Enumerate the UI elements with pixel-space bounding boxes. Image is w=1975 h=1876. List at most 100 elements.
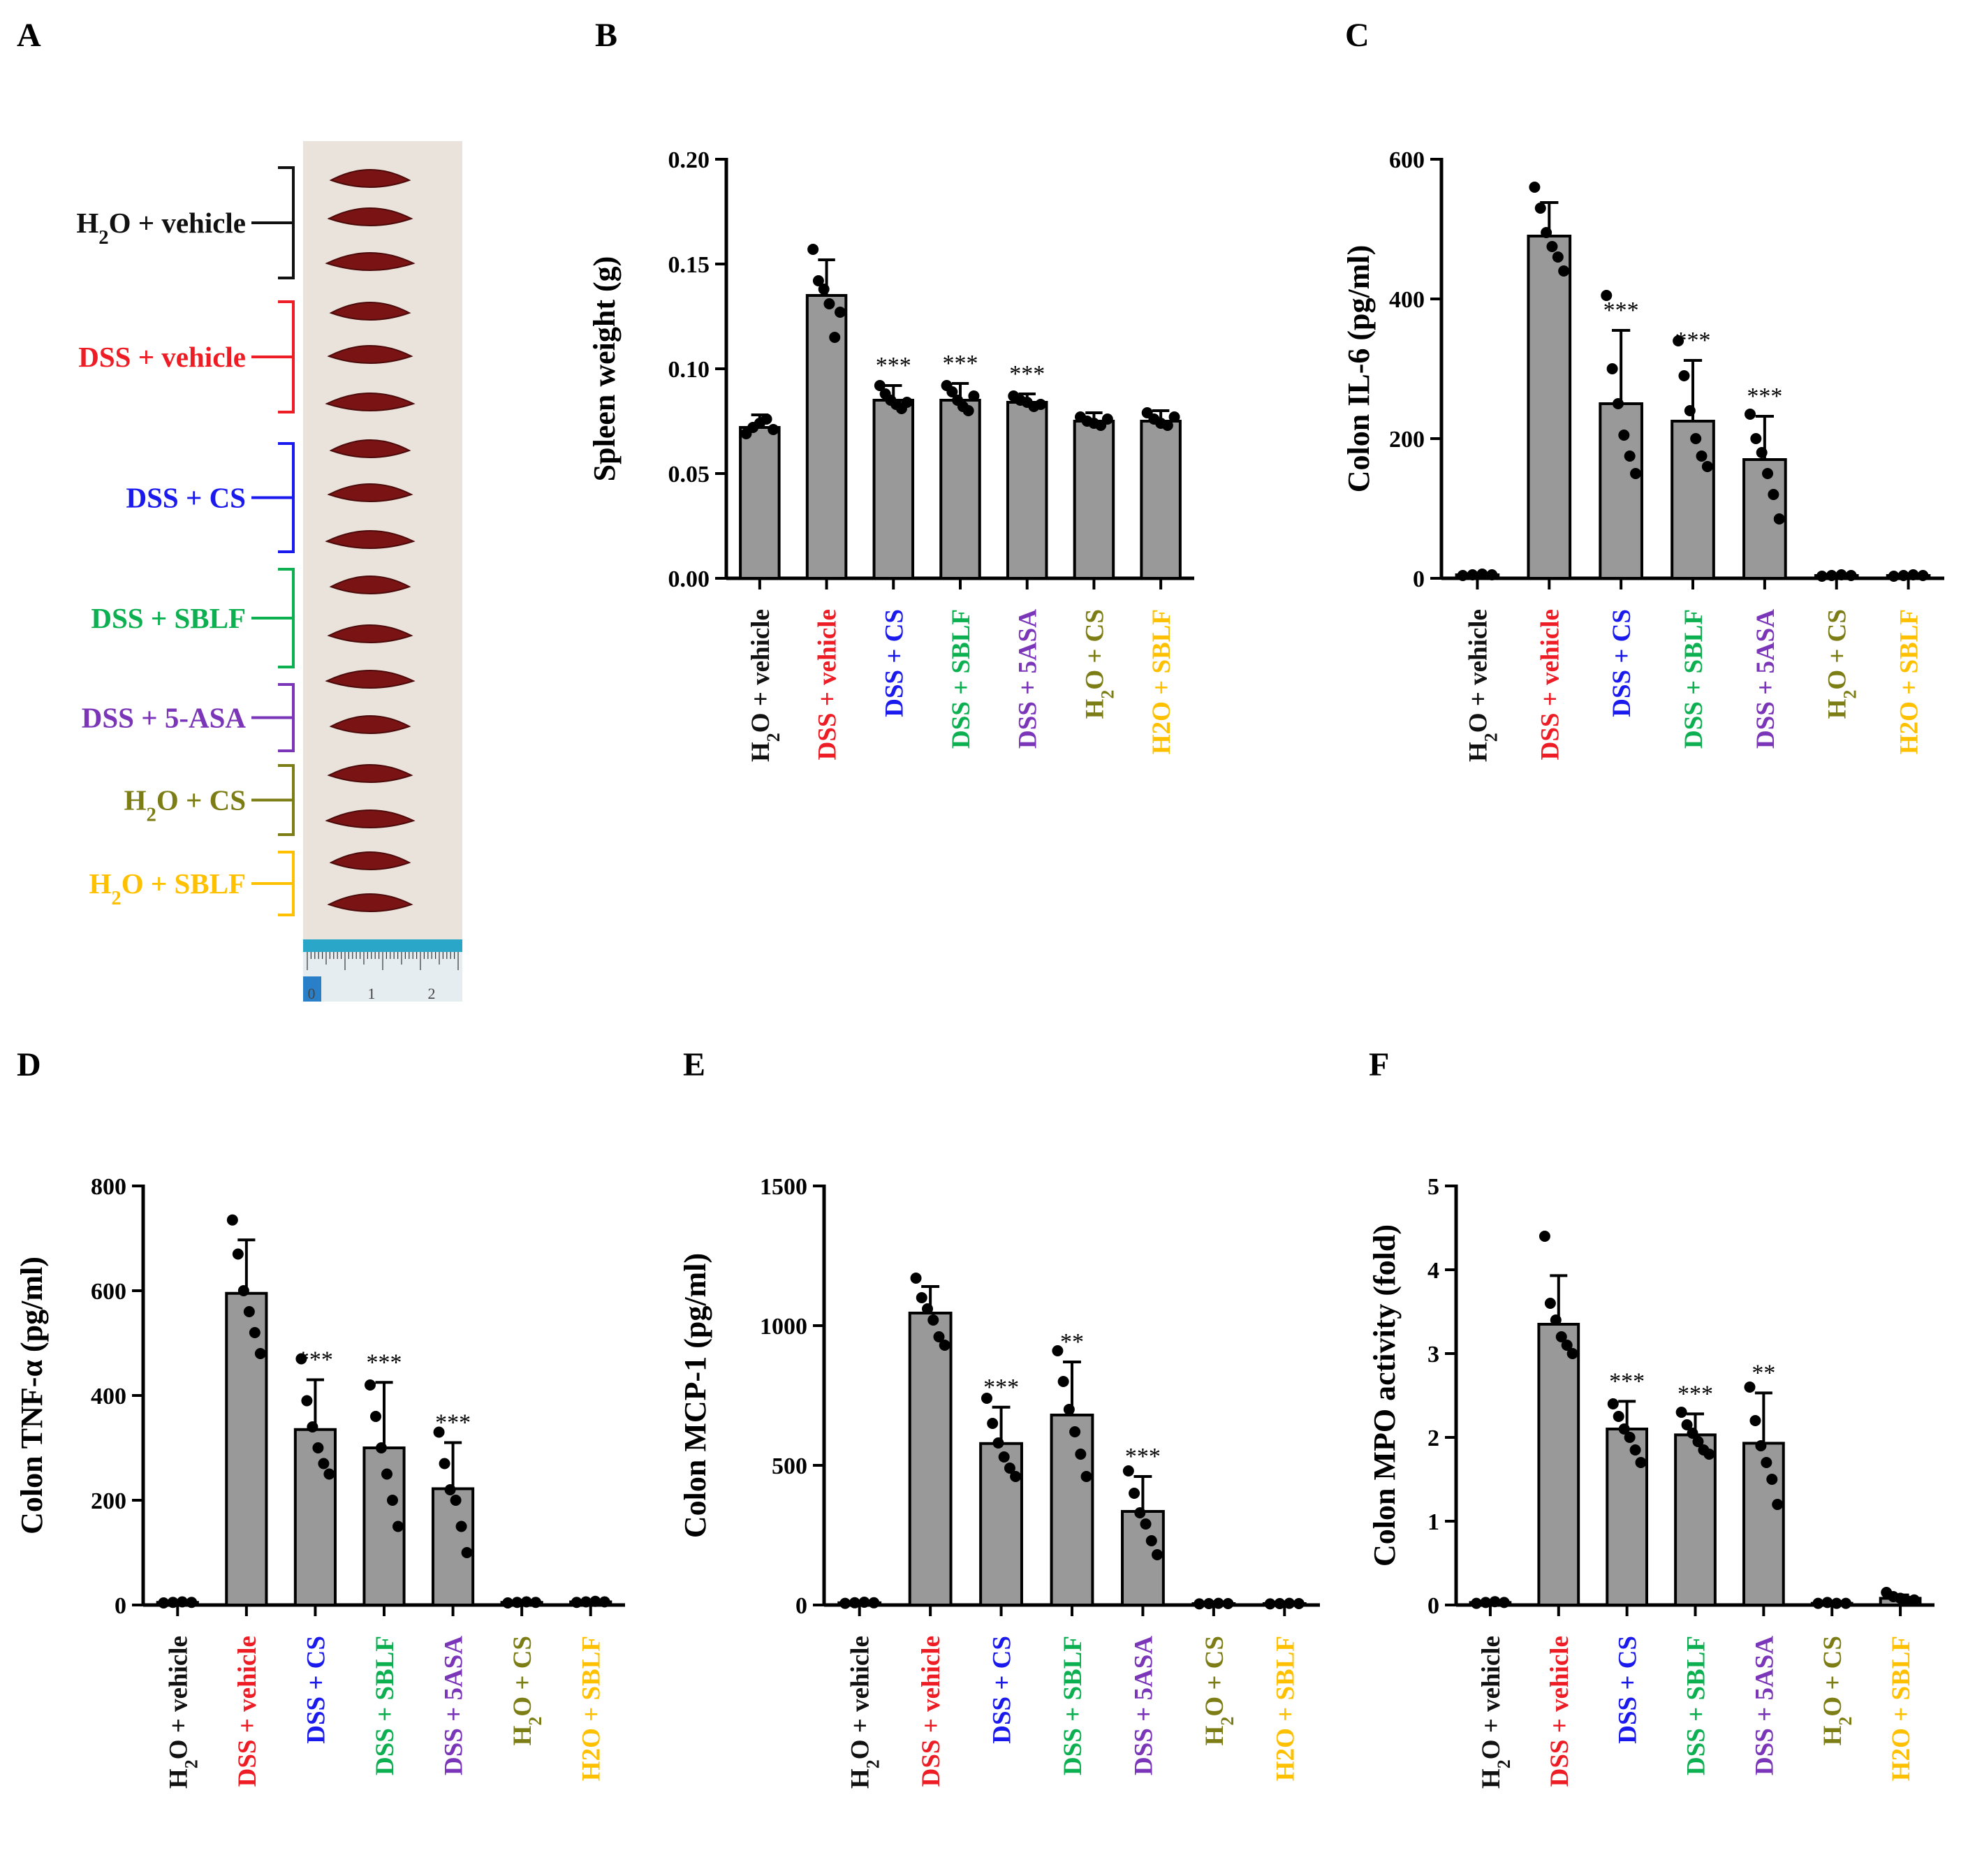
chart-c: C Colon IL-6 (pg/ml) 0 200 400 600 H2O + vehic… [1342,17,1944,762]
data-point [1222,1598,1234,1609]
spleen-sample [325,809,416,828]
group-label: H2O + vehicle [76,207,246,249]
data-point [232,1248,244,1260]
y-tick-label: 3 [1427,1342,1439,1368]
data-point [1010,1471,1022,1482]
bar [1050,1414,1094,1606]
spleen-sample [325,252,416,271]
data-point [1845,570,1857,581]
category-label: DSS + SBLF [1680,609,1708,749]
data-point [580,1596,592,1608]
data-point [1630,468,1642,479]
category-label: H2O + SBLF [1887,1636,1916,1781]
data-point [1486,569,1498,580]
spleen-sample [329,439,411,458]
data-point [254,1348,266,1359]
category-label: DSS + SBLF [371,1636,399,1775]
data-point [962,405,974,416]
bar [908,1312,953,1606]
bar [293,1428,337,1606]
data-point [307,1421,318,1432]
data-point [1606,363,1618,374]
data-point [1134,1507,1146,1518]
chart-f: F Colon MPO activity (fold) 0 1 2 3 4 5 H2O + ve… [1367,1046,1934,1789]
data-point [1498,1597,1510,1608]
bar [1671,420,1715,580]
y-tick-label: 0.15 [668,252,710,278]
significance-label: *** [367,1349,402,1375]
data-point [226,1214,238,1226]
data-point [1075,1449,1087,1460]
data-point [295,1353,307,1365]
data-point [1696,450,1708,462]
data-point [1613,1411,1624,1422]
category-label: H2O + vehicle [846,1636,883,1789]
data-point [922,1303,934,1314]
category-label: H2O + SBLF [1271,1636,1300,1781]
data-point [812,275,824,286]
data-point [1004,1463,1015,1474]
data-point [1284,1597,1295,1609]
y-tick-label: 0 [115,1593,126,1619]
data-point [1888,571,1900,582]
data-point [1768,489,1779,500]
category-label: H2O + SBLF [578,1636,606,1781]
data-point [158,1597,170,1608]
data-point [1467,569,1478,580]
data-point [364,1379,376,1391]
data-point [1168,411,1180,423]
data-point [1552,251,1564,263]
category-label: DSS + CS [880,609,909,717]
category-label: H2O + vehicle [1477,1636,1514,1789]
data-point [835,307,846,318]
spleen-sample [327,345,413,364]
y-tick-label: 800 [91,1174,126,1200]
y-tick-label: 0 [1413,566,1425,592]
category-label: DSS + vehicle [1546,1636,1574,1787]
data-point [375,1442,387,1453]
data-point [1744,1382,1756,1393]
data-point [1618,1423,1630,1435]
y-axis-title: Colon TNF-α (pg/ml) [15,1256,49,1534]
y-axis-title: Colon MPO activity (fold) [1367,1224,1402,1567]
data-point [176,1596,188,1608]
chart-b: B Spleen weight (g) 0.00 0.05 0.10 0.15 0.20 H2… [587,17,1194,762]
data-point [927,1314,939,1326]
data-point [768,424,779,435]
y-tick-label: 0.10 [668,357,710,383]
data-point [1561,1340,1573,1351]
y-tick-label: 0.20 [668,147,710,173]
significance-label: *** [1677,1381,1713,1407]
y-tick-label: 5 [1427,1174,1439,1200]
data-point [1624,450,1636,462]
group-label: DSS + vehicle [78,341,246,373]
significance-label: *** [1009,361,1045,387]
y-tick-label: 0 [795,1593,807,1619]
data-point [502,1597,514,1608]
significance-label: *** [983,1375,1019,1400]
data-point [1607,1398,1619,1409]
significance-label: *** [876,353,911,379]
data-point [571,1597,582,1608]
ruler-label: 1 [368,985,376,1002]
data-point [1558,265,1570,277]
category-label: DSS + vehicle [917,1636,946,1787]
category-label: DSS + CS [1614,1636,1643,1744]
data-point [1624,1432,1636,1443]
data-point [455,1520,467,1532]
bar [1140,420,1182,580]
category-label: H2O + SBLF [1147,609,1176,754]
data-point [1529,182,1541,193]
significance-label: *** [1675,328,1711,353]
data-point [874,380,886,391]
category-label: H2O + vehicle [1464,609,1501,762]
data-point [520,1596,532,1608]
y-tick-label: 500 [772,1453,807,1479]
category-label: H2O + CS [1823,609,1860,719]
y-tick-label: 0.05 [668,462,710,488]
significance-label: *** [943,351,978,376]
data-point [1457,570,1469,581]
category-label: H2O + vehicle [164,1636,201,1789]
data-point [1069,1426,1081,1437]
data-point [1122,1465,1134,1476]
